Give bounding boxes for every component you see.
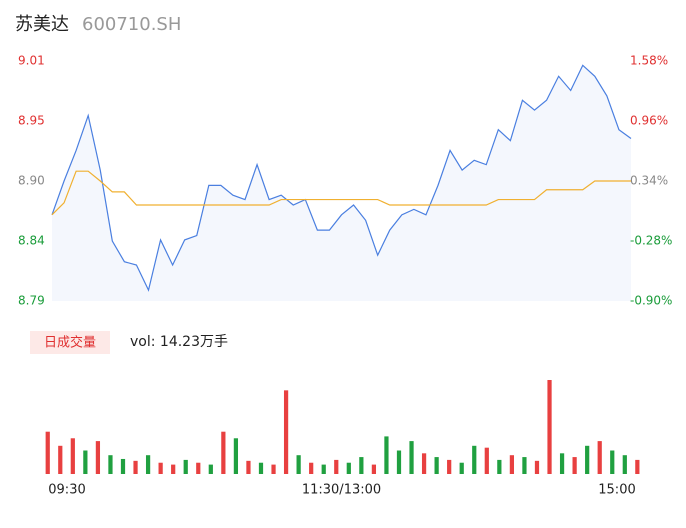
volume-bar: [309, 462, 314, 474]
volume-bar: [559, 453, 565, 474]
legend-label: 日成交量: [44, 335, 96, 351]
price-area: [52, 65, 631, 301]
x-tick-label: 15:00: [598, 483, 635, 498]
y2-tick-label: -0.28%: [630, 234, 672, 248]
volume-bar: [58, 445, 63, 474]
volume-bar: [283, 390, 289, 474]
volume-bar: [271, 464, 276, 474]
legend-box: [30, 331, 110, 354]
volume-bar: [246, 460, 251, 474]
volume-bar: [434, 457, 439, 474]
volume-label: vol: 14.23万手: [130, 334, 228, 350]
volume-bar: [610, 450, 615, 474]
volume-bar: [334, 459, 339, 474]
volume-bar: [158, 462, 163, 474]
volume-bar: [108, 455, 113, 474]
volume-bar: [622, 455, 627, 474]
volume-bar: [321, 464, 326, 474]
y2-tick-label: -0.90%: [630, 294, 672, 308]
volume-bar: [45, 431, 50, 474]
volume-bar: [145, 455, 151, 474]
volume-bar: [396, 450, 402, 474]
volume-bar: [95, 441, 101, 474]
volume-bar: [258, 462, 264, 474]
y-tick-label: 9.01: [18, 54, 45, 68]
volume-bar: [459, 462, 464, 474]
volume-bar: [233, 438, 239, 474]
volume-bar: [183, 459, 188, 474]
volume-bar: [221, 431, 226, 474]
y-tick-label: 8.95: [18, 114, 45, 128]
volume-bar: [208, 464, 213, 474]
volume-bar: [421, 453, 427, 474]
volume-bar: [371, 464, 377, 474]
volume-bar: [635, 459, 640, 474]
y-tick-label: 8.79: [18, 294, 45, 308]
y2-tick-label: 0.34%: [630, 174, 668, 188]
volume-bar: [196, 462, 201, 474]
chart-subtitle: 600710.SH: [82, 14, 181, 35]
volume-bar: [497, 459, 502, 474]
volume-bar: [597, 441, 602, 474]
y2-tick-label: 0.96%: [630, 114, 668, 128]
x-tick-label: 11:30/13:00: [302, 483, 381, 498]
x-tick-label: 09:30: [48, 483, 85, 498]
y-tick-label: 8.84: [18, 234, 45, 248]
volume-bar: [296, 455, 301, 474]
volume-bar: [384, 436, 389, 474]
volume-bar: [83, 450, 88, 474]
y2-tick-label: 1.58%: [630, 54, 668, 68]
volume-bar: [522, 457, 527, 474]
y-tick-label: 8.90: [18, 174, 45, 188]
chart-title: 苏美达: [15, 14, 69, 35]
line-price: [51, 64, 632, 292]
volume-bar: [346, 462, 351, 474]
volume-bar: [447, 459, 452, 474]
volume-bar: [472, 445, 477, 474]
volume-bar: [409, 441, 414, 474]
volume-bar: [133, 460, 138, 474]
volume-bar: [534, 460, 540, 474]
volume-bar: [359, 457, 364, 474]
volume-bar: [171, 464, 176, 474]
volume-bar: [509, 455, 515, 474]
volume-bar: [70, 438, 75, 474]
volume-bar: [572, 457, 577, 474]
volume-bar: [120, 458, 126, 474]
volume-bar: [547, 380, 552, 474]
volume-bar: [484, 447, 489, 474]
line-average: [51, 170, 631, 216]
volume-bar: [585, 445, 590, 474]
